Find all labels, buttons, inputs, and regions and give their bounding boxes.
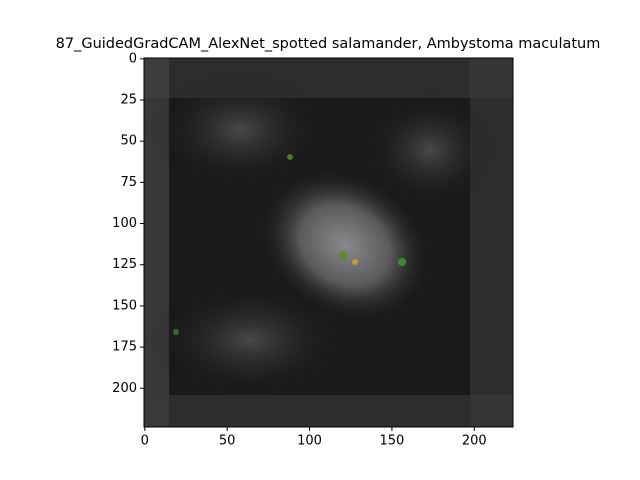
y-tick-label: 175 — [112, 340, 137, 355]
chart-title: 87_GuidedGradCAM_AlexNet_spotted salaman… — [56, 36, 601, 52]
x-tick-label: 200 — [462, 434, 487, 449]
y-tick-label: 100 — [112, 216, 137, 231]
x-tick-label: 150 — [380, 434, 405, 449]
y-tick-label: 150 — [112, 298, 137, 313]
y-tick-label: 0 — [129, 51, 137, 66]
y-tick-label: 200 — [112, 381, 137, 396]
y-tick-label: 75 — [120, 175, 137, 190]
image — [144, 58, 513, 427]
x-tick-label: 50 — [219, 434, 236, 449]
y-tick-label: 125 — [112, 257, 137, 272]
y-tick-label: 50 — [120, 134, 137, 149]
axes-frame — [143, 57, 514, 428]
x-tick-label: 0 — [141, 434, 149, 449]
x-tick-label: 100 — [297, 434, 322, 449]
y-tick-label: 25 — [120, 93, 137, 108]
